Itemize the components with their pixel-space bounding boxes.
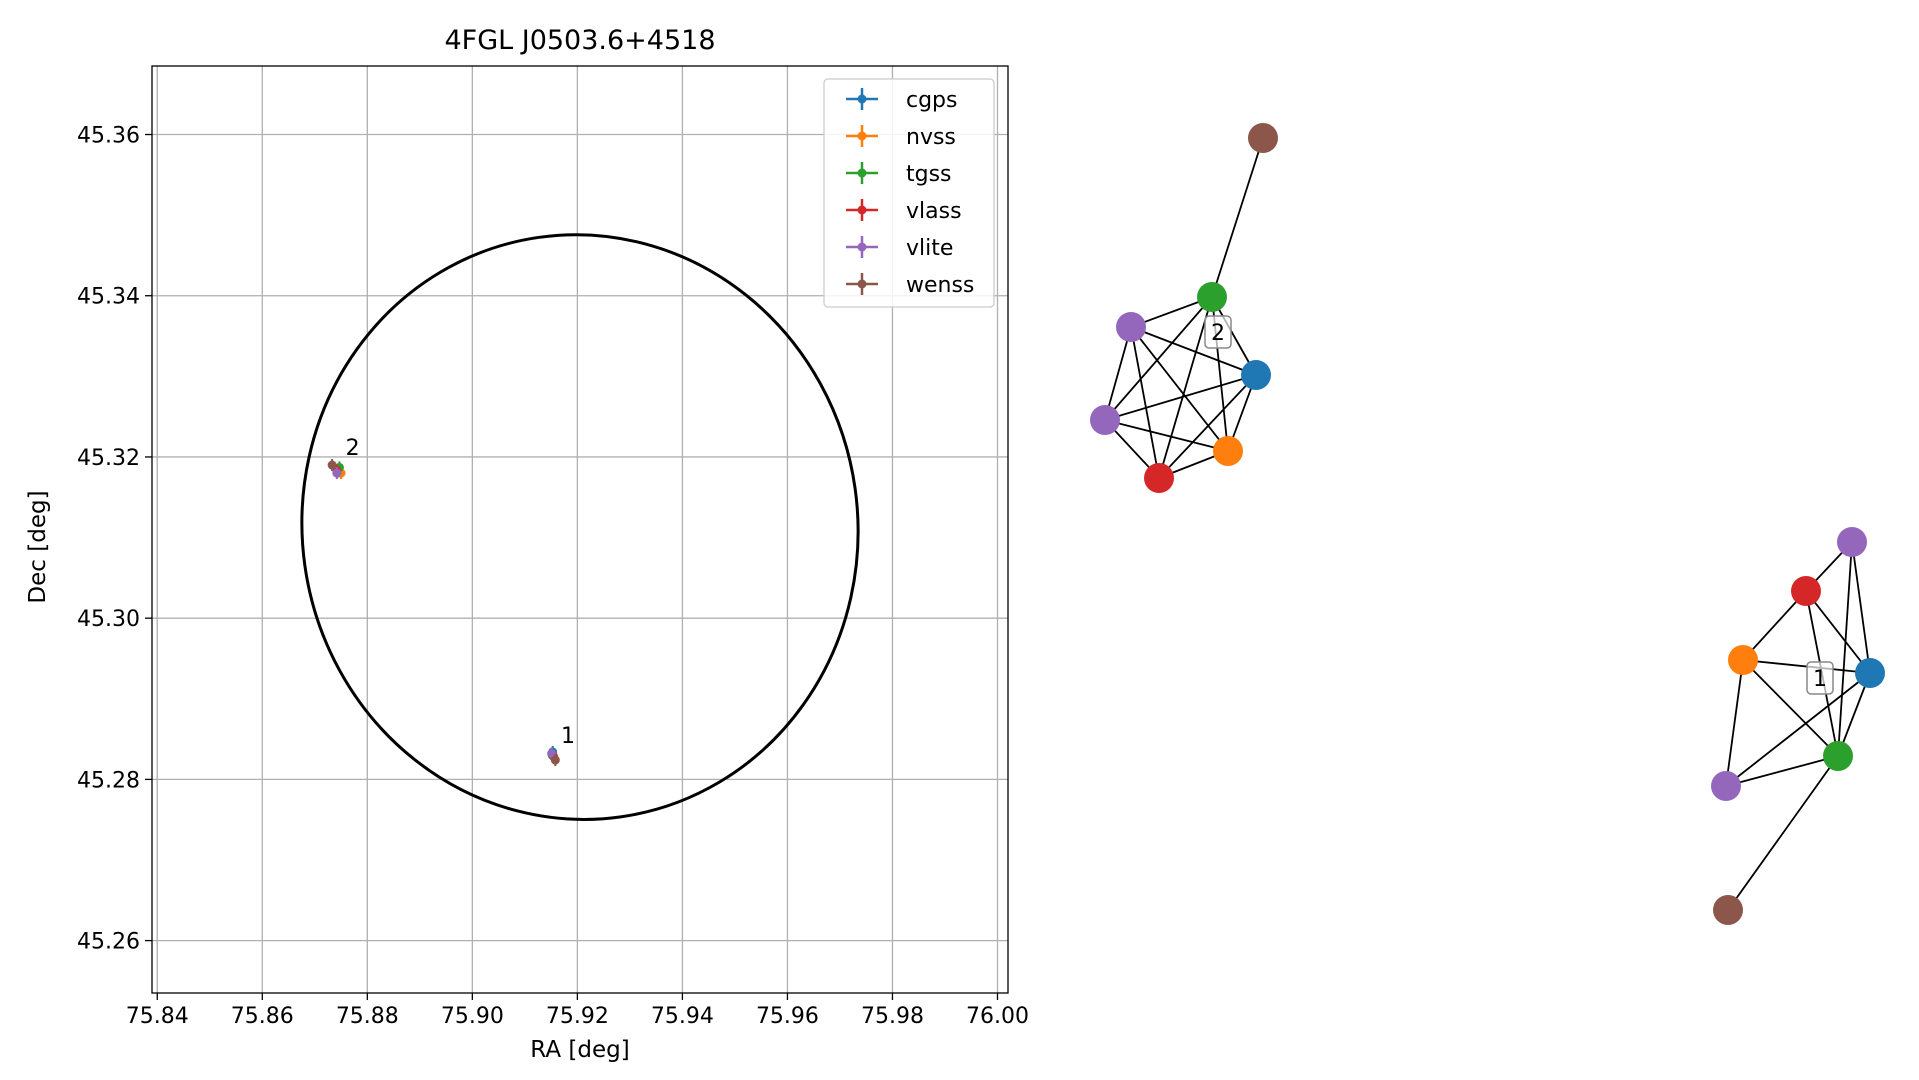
x-tick-label: 75.94 (651, 1004, 714, 1029)
graph-edge (1725, 672, 1871, 787)
y-axis-label: Dec [deg] (25, 490, 51, 603)
y-tick-label: 45.36 (77, 124, 140, 149)
chart-title: 4FGL J0503.6+4518 (444, 25, 715, 56)
svg-text:1: 1 (1813, 667, 1827, 692)
x-tick-label: 75.96 (756, 1004, 819, 1029)
legend-label: tgss (906, 162, 952, 187)
graph-node (1197, 282, 1227, 312)
y-tick-label: 45.30 (77, 607, 140, 632)
x-tick-label: 75.88 (336, 1004, 399, 1029)
legend-entry-wenss: wenss (846, 273, 974, 298)
x-tick-label: 75.84 (126, 1004, 189, 1029)
legend-label: nvss (906, 125, 956, 150)
graph-edge (1130, 326, 1257, 376)
graph-node (1823, 741, 1853, 771)
graph-node (1711, 771, 1741, 801)
x-tick-label: 75.86 (231, 1004, 294, 1029)
graph-edge (1158, 374, 1257, 479)
graph-edge (1211, 137, 1264, 298)
graph-edge (1727, 755, 1839, 911)
legend-label: vlass (906, 199, 962, 224)
graph-edge (1837, 541, 1853, 757)
y-axis-ticks: 45.26 45.28 45.30 45.32 45.34 45.36 (77, 124, 152, 955)
x-tick-label: 75.98 (861, 1004, 924, 1029)
legend: cgps nvss tgss vlass vlite wenss (823, 78, 995, 308)
graph-node (1713, 895, 1743, 925)
graph-edge (1742, 659, 1839, 757)
y-tick-label: 45.32 (77, 446, 140, 471)
network-graph: 21 (1090, 123, 1885, 925)
graph-edge (1130, 326, 1160, 479)
group-label-2: 2 (1204, 315, 1232, 349)
y-tick-label: 45.28 (77, 768, 140, 793)
graph-edge (1158, 296, 1213, 479)
graph-edge (1742, 590, 1807, 661)
graph-node (1213, 436, 1243, 466)
x-tick-label: 75.92 (546, 1004, 609, 1029)
graph-edge (1104, 419, 1229, 452)
graph-node (1728, 645, 1758, 675)
graph-node (1241, 360, 1271, 390)
graph-edge (1805, 590, 1871, 674)
legend-label: cgps (906, 88, 958, 113)
graph-node (1837, 527, 1867, 557)
graph-node (1791, 576, 1821, 606)
legend-entry-cgps: cgps (846, 88, 958, 113)
graph-edge (1104, 374, 1257, 421)
group-label-1: 1 (1806, 661, 1834, 695)
graph-node (1855, 658, 1885, 688)
legend-entry-tgss: tgss (846, 162, 952, 187)
data-point-wenss (327, 459, 337, 472)
legend-entry-vlass: vlass (846, 199, 962, 224)
graph-node (1144, 463, 1174, 493)
graph-node (1090, 405, 1120, 435)
point-annotation: 1 (561, 724, 575, 749)
graph-edge (1104, 296, 1213, 421)
localization-ellipse (300, 233, 860, 821)
data-point-vlite (332, 467, 342, 480)
point-annotation: 2 (346, 436, 360, 461)
data-points (327, 459, 560, 767)
x-axis-ticks: 75.84 75.86 75.88 75.90 75.92 75.94 75.96 75.98… (126, 993, 1029, 1029)
y-tick-label: 45.34 (77, 285, 140, 310)
legend-entry-vlite: vlite (846, 236, 953, 261)
localization-ellipse-layer (300, 233, 860, 821)
legend-entries: cgps nvss tgss vlass vlite wenss (846, 88, 974, 298)
graph-edge (1725, 755, 1839, 787)
data-point-wenss (550, 754, 560, 767)
graph-edges (1104, 137, 1871, 911)
x-tick-label: 75.90 (441, 1004, 504, 1029)
group-labels: 21 (1204, 315, 1834, 695)
legend-label: vlite (906, 236, 953, 261)
x-tick-label: 76.00 (966, 1004, 1029, 1029)
graph-edge (1725, 659, 1744, 787)
graph-edge (1104, 326, 1132, 421)
graph-node (1116, 312, 1146, 342)
graph-edge (1851, 541, 1871, 674)
svg-text:2: 2 (1211, 321, 1225, 346)
legend-label: wenss (906, 273, 974, 298)
annotations: 12 (346, 436, 575, 749)
plot-frame (151, 65, 1009, 994)
graph-node (1248, 123, 1278, 153)
graph-edge (1130, 326, 1229, 452)
y-tick-label: 45.26 (77, 930, 140, 955)
legend-entry-nvss: nvss (846, 125, 956, 150)
x-axis-label: RA [deg] (530, 1037, 629, 1063)
graph-nodes (1090, 123, 1885, 925)
